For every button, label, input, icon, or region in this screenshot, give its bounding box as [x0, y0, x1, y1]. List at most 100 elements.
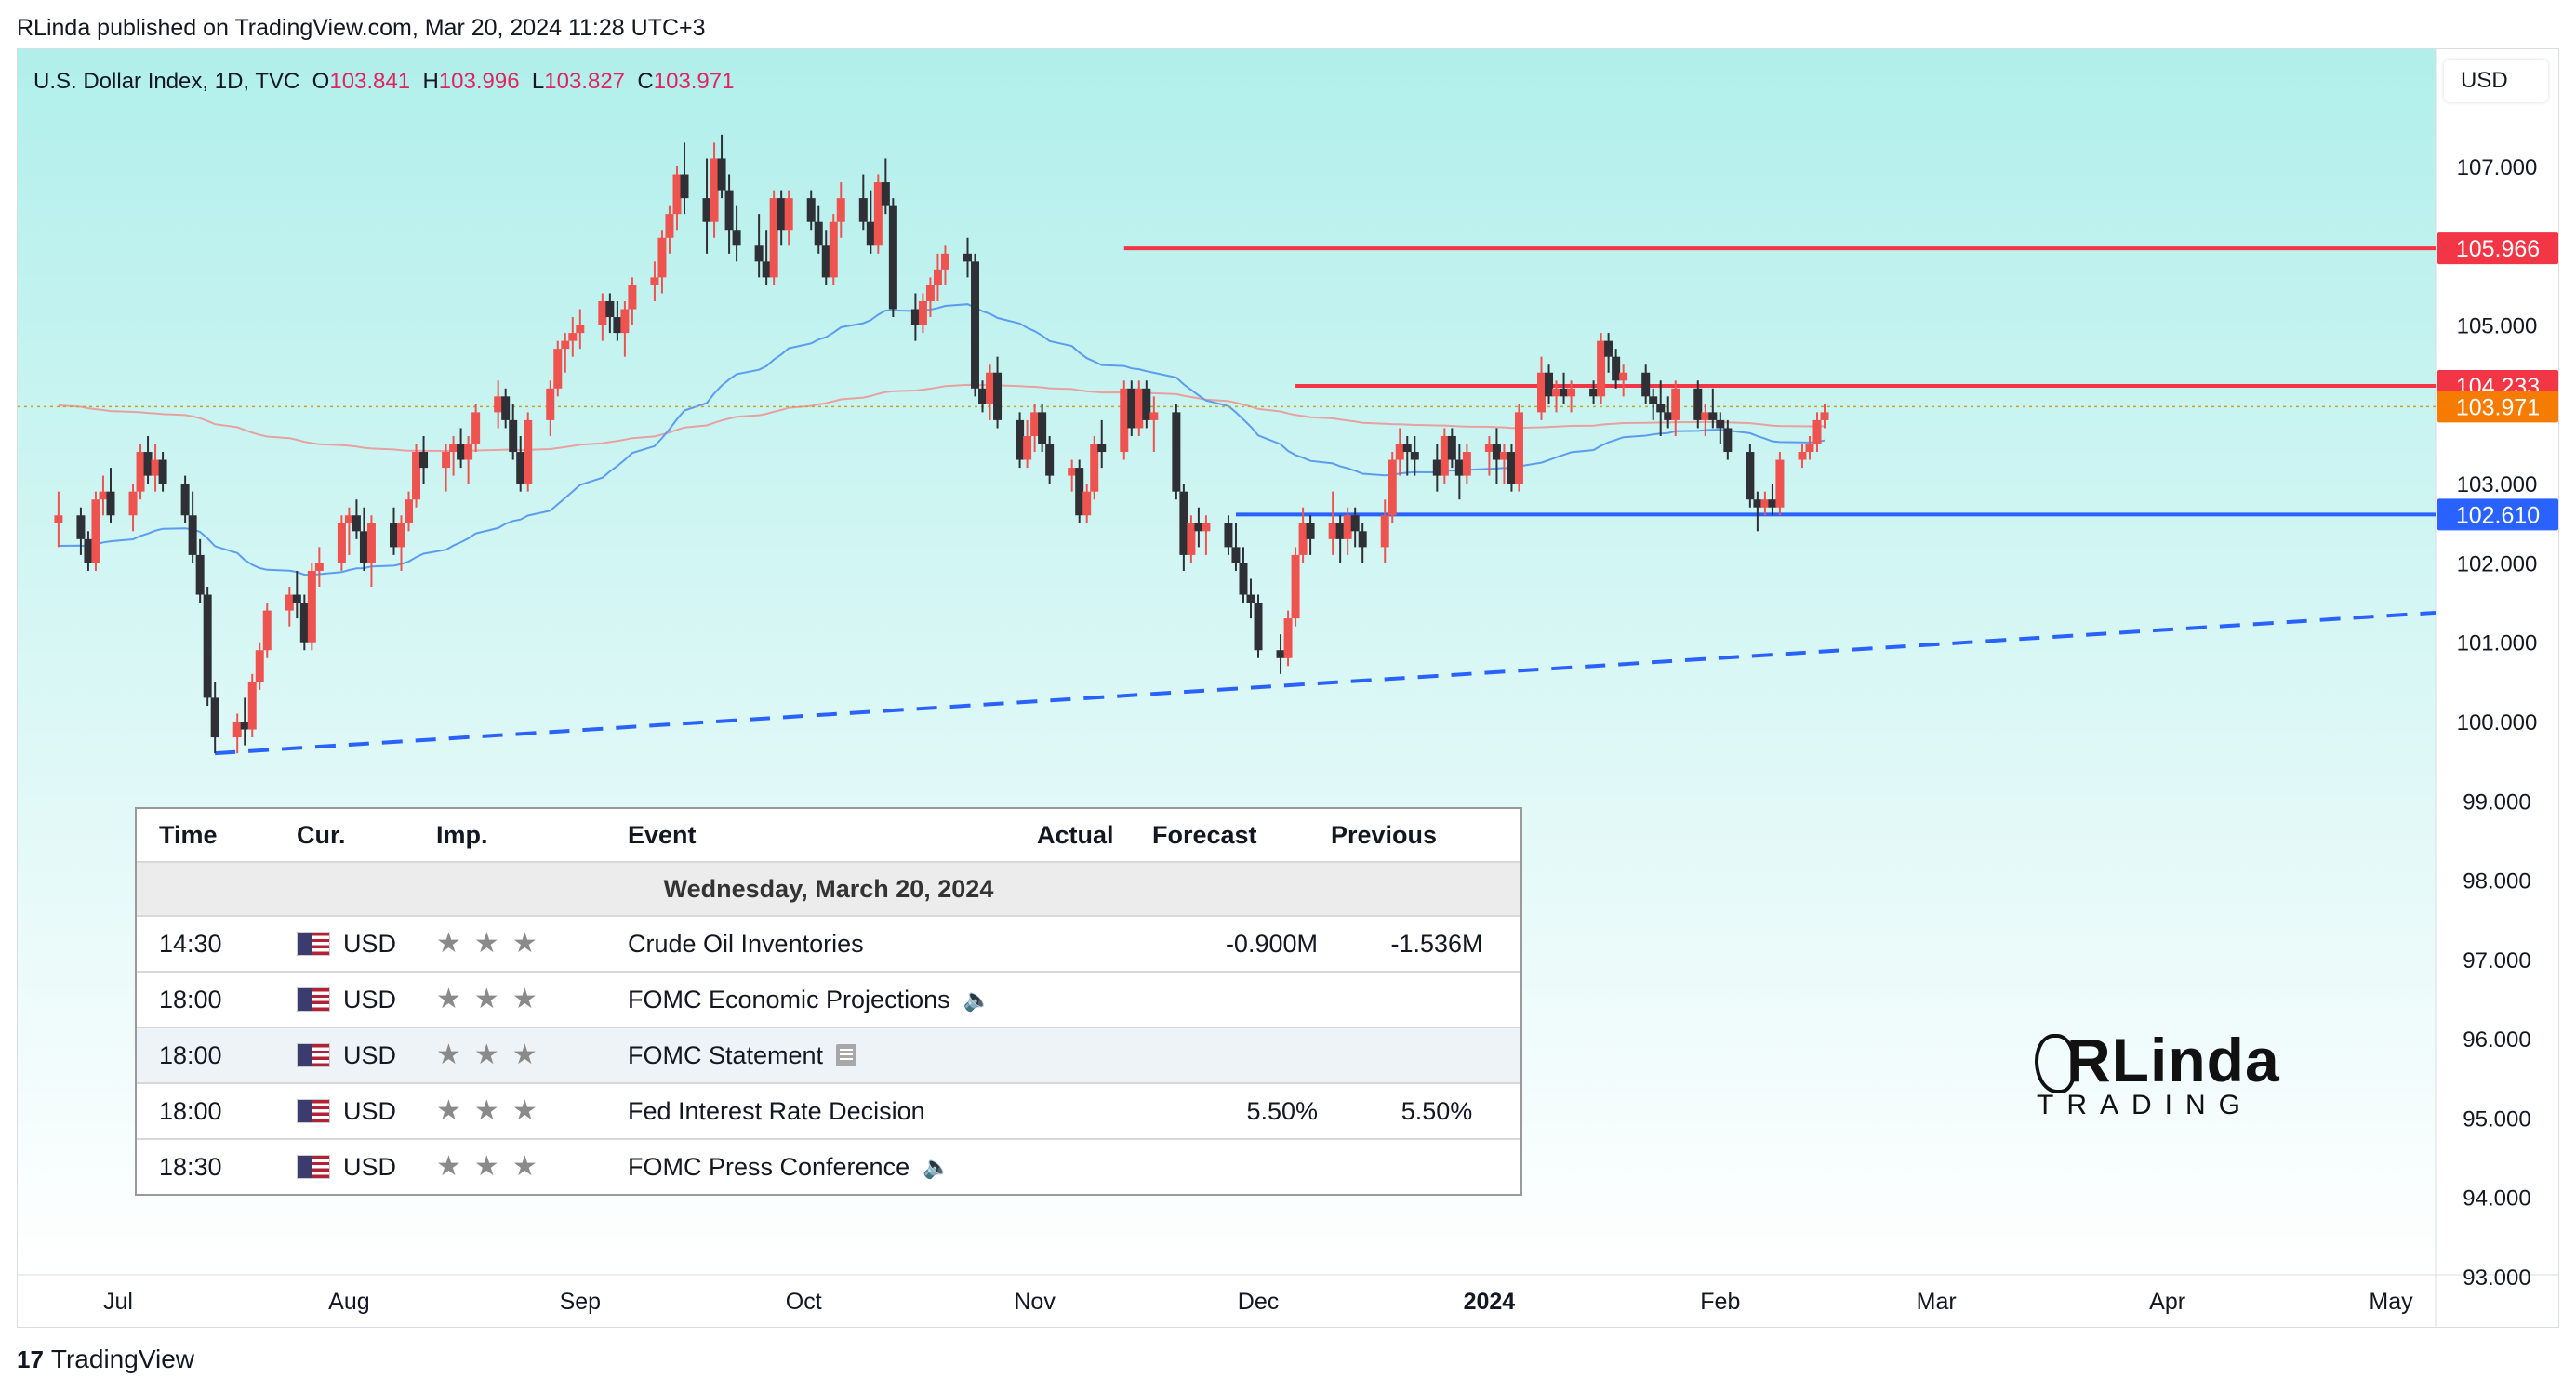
candle [784, 190, 793, 246]
candle [710, 142, 719, 238]
candle [1172, 404, 1181, 500]
candle [314, 547, 324, 588]
face-logo-icon [2035, 1034, 2076, 1093]
legend-symbol: U.S. Dollar Index, 1D, TVC [33, 69, 300, 94]
calendar-row[interactable]: 18:00 USD ★ ★ ★ Fed Interest Rate Decision 5.5… [137, 1084, 1520, 1140]
candle [1447, 428, 1456, 469]
candle [1179, 484, 1188, 571]
candle [54, 491, 63, 548]
candle [136, 444, 145, 500]
x-tick-label: Feb [1700, 1289, 1740, 1315]
legend-open-value: 103.841 [329, 69, 411, 94]
row-time: 14:30 [159, 929, 222, 958]
calendar-row[interactable]: 14:30 USD ★ ★ ★ Crude Oil Inventories -0.900M -… [137, 917, 1520, 973]
candle [396, 515, 405, 571]
document-icon[interactable] [836, 1044, 857, 1066]
candle [1597, 333, 1606, 404]
calendar-row[interactable]: 18:30 USD ★ ★ ★ FOMC Press Conference 🔈 [137, 1140, 1520, 1194]
row-event-cell: FOMC Press Conference 🔈 [628, 1153, 950, 1182]
speaker-icon[interactable]: 🔈 [923, 1154, 950, 1180]
header-time: Time [159, 820, 218, 849]
candle [1395, 428, 1404, 476]
us-flag-icon [297, 1155, 330, 1179]
candle [1619, 364, 1628, 397]
watermark-line1: RLinda [2066, 1026, 2280, 1094]
candle [247, 673, 257, 738]
row-event[interactable]: FOMC Economic Projections [628, 985, 950, 1013]
candle [576, 309, 585, 350]
candle [866, 190, 875, 254]
currency-button[interactable]: USD [2444, 60, 2548, 102]
candle [672, 166, 682, 231]
candle [910, 293, 920, 341]
row-event-cell: Crude Oil Inventories [628, 930, 864, 959]
row-event[interactable]: FOMC Statement [628, 1040, 824, 1069]
us-flag-icon [297, 1043, 330, 1067]
svg-text:105.966: 105.966 [2456, 236, 2540, 262]
candle [1820, 404, 1829, 429]
star-icon: ★ [473, 928, 499, 959]
candle [76, 507, 86, 555]
candle [665, 205, 674, 254]
candle [1812, 412, 1822, 453]
candle [561, 333, 570, 373]
candle [1514, 404, 1523, 492]
row-event[interactable]: Crude Oil Inventories [628, 929, 864, 958]
header-previous: Previous [1331, 820, 1438, 849]
candle [1552, 380, 1561, 413]
dashed-trendline[interactable] [215, 610, 2437, 756]
row-forecast: -0.900M [1225, 929, 1318, 958]
us-flag-icon [297, 1099, 330, 1123]
symbol-legend: U.S. Dollar Index, 1D, TVC O103.841 H103… [33, 69, 734, 95]
candle [1231, 523, 1241, 571]
row-previous: -1.536M [1390, 929, 1483, 958]
candle [307, 563, 316, 651]
candle [814, 205, 823, 254]
candle [762, 230, 771, 285]
calendar-row[interactable]: 18:00 USD ★ ★ ★ FOMC Economic Projections 🔈 [137, 973, 1520, 1028]
candle [366, 515, 376, 588]
star-icon: ★ [511, 928, 538, 959]
candle [680, 142, 689, 215]
candle [546, 380, 555, 436]
candle [628, 277, 637, 325]
row-time: 18:00 [159, 1040, 222, 1069]
x-tick-label: Nov [1014, 1289, 1056, 1315]
candle [389, 507, 398, 555]
candle [471, 404, 481, 453]
candle [1388, 452, 1397, 523]
candle [1723, 419, 1733, 460]
x-tick-label: Aug [328, 1289, 369, 1315]
star-icon: ★ [473, 1095, 499, 1126]
calendar-row[interactable]: 18:00 USD ★ ★ ★ FOMC Statement [137, 1028, 1520, 1084]
candle [188, 491, 197, 563]
price-axis-label: 105.966 [2437, 232, 2558, 265]
candle [1410, 435, 1419, 476]
candle [1560, 372, 1569, 404]
svg-text:102.610: 102.610 [2456, 502, 2540, 528]
importance-stars: ★ ★ ★ [436, 1041, 538, 1069]
candle [1641, 364, 1651, 404]
candle [1545, 364, 1554, 404]
candle [1194, 507, 1203, 548]
candle [457, 428, 466, 469]
candle [1604, 333, 1613, 373]
candle [262, 603, 272, 658]
candle [232, 713, 242, 754]
row-currency-cell: USD [297, 930, 396, 959]
header-forecast: Forecast [1152, 820, 1257, 849]
watermark-line2: TRADING [2037, 1090, 2253, 1120]
candle [1082, 484, 1092, 523]
candle [1746, 444, 1755, 508]
legend-high-label: H [422, 69, 439, 94]
row-event[interactable]: FOMC Press Conference [628, 1152, 910, 1181]
candle [449, 435, 458, 476]
candle [1127, 380, 1136, 436]
row-event[interactable]: Fed Interest Rate Decision [628, 1096, 925, 1125]
header-event: Event [628, 820, 697, 849]
tradingview-footer: 17 TradingView [17, 1345, 194, 1374]
candle [1567, 380, 1576, 413]
candle [99, 475, 108, 516]
row-event-cell: Fed Interest Rate Decision [628, 1097, 925, 1126]
speaker-icon[interactable]: 🔈 [963, 987, 991, 1013]
